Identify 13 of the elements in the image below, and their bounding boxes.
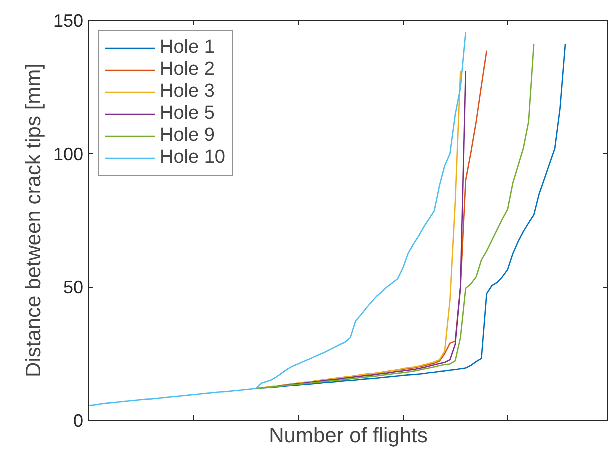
legend-label: Hole 3 (160, 81, 215, 103)
y-tick-label: 150 (53, 11, 84, 31)
y-axis-title: Distance between crack tips [mm] (22, 64, 46, 378)
y-tick-label: 100 (53, 144, 84, 164)
legend-label: Hole 9 (160, 125, 215, 147)
y-tick-label: 0 (73, 411, 84, 431)
y-tick-label: 50 (63, 278, 84, 298)
legend-label: Hole 2 (160, 59, 215, 81)
legend-label: Hole 5 (160, 103, 215, 125)
x-axis-title: Number of flights (269, 424, 428, 448)
legend-label: Hole 10 (160, 147, 226, 169)
legend-label: Hole 1 (160, 37, 215, 59)
line-series (88, 32, 467, 406)
